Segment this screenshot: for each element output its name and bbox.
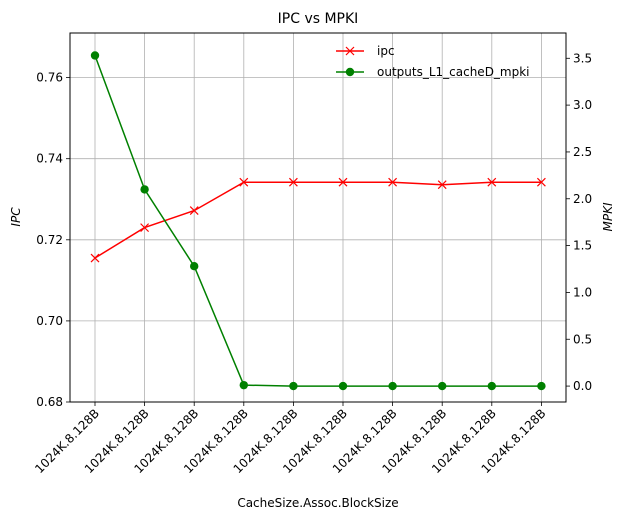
- x-marker-stroke: [388, 177, 398, 187]
- y-tick-label-left: 0.70: [36, 314, 63, 328]
- x-marker-stroke: [140, 223, 150, 233]
- series-line-0: [94, 181, 542, 259]
- x-marker-stroke: [338, 177, 348, 187]
- y-tick-label-right: 0.0: [573, 379, 592, 393]
- legend-marker-1: [345, 67, 355, 77]
- x-marker-stroke: [487, 177, 497, 187]
- series-0-point: [437, 180, 447, 190]
- x-marker-stroke: [536, 177, 546, 187]
- series-1-point: [338, 381, 348, 391]
- series-1-point: [289, 381, 298, 391]
- y-tick-label-left: 0.76: [36, 71, 63, 85]
- y-tick-label-right: 2.0: [573, 192, 592, 206]
- series-1-point: [388, 381, 397, 391]
- series-0-point: [288, 177, 298, 187]
- y-tick-label-right: 0.5: [573, 332, 592, 346]
- series-1-point: [487, 381, 496, 391]
- series-0-point: [536, 177, 546, 187]
- legend-label-0: ipc: [377, 44, 395, 58]
- series-1-point: [190, 262, 199, 271]
- series-line-1: [94, 55, 542, 387]
- x-marker-stroke: [437, 180, 447, 190]
- y-tick-label-right: 2.5: [573, 145, 592, 159]
- series-layer: [90, 51, 546, 391]
- series-0-point: [487, 177, 497, 187]
- y-tick-label-right: 3.5: [573, 51, 592, 65]
- series-0-point: [189, 206, 199, 216]
- series-1-point: [537, 381, 546, 391]
- y-tick-label-right: 1.5: [573, 239, 592, 253]
- legend: ipc outputs_L1_cacheD_mpki: [336, 44, 530, 79]
- y-tick-label-left: 0.72: [36, 233, 63, 247]
- series-1-point: [239, 380, 248, 390]
- series-0-point: [140, 223, 150, 233]
- series-0-point: [338, 177, 348, 187]
- series-0-point: [388, 177, 398, 187]
- legend-label-1: outputs_L1_cacheD_mpki: [377, 65, 530, 79]
- y-tick-label-right: 1.0: [573, 285, 592, 299]
- series-1-point: [438, 381, 447, 391]
- series-0-point: [90, 253, 100, 263]
- y-axis-label-right: MPKI: [601, 202, 615, 231]
- x-marker-stroke: [239, 177, 249, 187]
- y-tick-label-right: 3.0: [573, 98, 592, 112]
- x-axis-label: CacheSize.Assoc.BlockSize: [237, 496, 398, 510]
- chart-title: IPC vs MPKI: [278, 11, 359, 27]
- y-axis-label-left: IPC: [9, 207, 23, 227]
- y-tick-label-left: 0.68: [36, 395, 63, 409]
- legend-marker-0: [345, 46, 355, 56]
- x-marker-stroke: [189, 206, 199, 216]
- series-0-point: [239, 177, 249, 187]
- y-tick-label-left: 0.74: [36, 152, 63, 166]
- plot-frame: [69, 32, 567, 403]
- series-1-point: [90, 51, 100, 60]
- series-1-point: [140, 185, 149, 194]
- x-marker-stroke: [288, 177, 298, 187]
- x-marker-stroke: [90, 253, 100, 263]
